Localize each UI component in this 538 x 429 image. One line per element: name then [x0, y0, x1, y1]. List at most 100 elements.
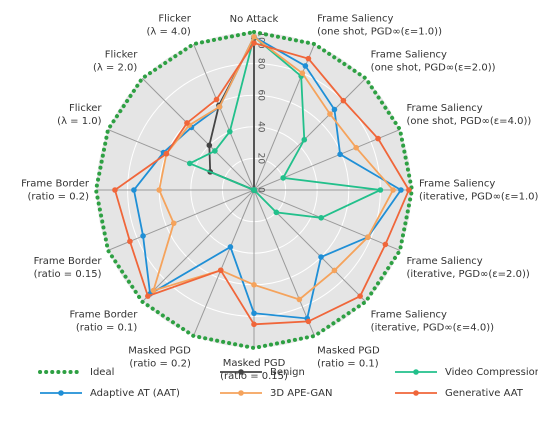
legend-label: Ideal [90, 367, 114, 378]
series-marker [318, 254, 324, 260]
category-label: (iterative, PGD∞(ε=1.0)) [419, 192, 538, 203]
series-marker [280, 175, 286, 181]
series-marker [251, 40, 257, 46]
spoke [193, 43, 255, 191]
series-marker [170, 220, 177, 227]
series-marker [163, 150, 170, 157]
series-marker [145, 293, 151, 299]
category-label: Frame Border [21, 179, 90, 190]
series-marker [382, 241, 389, 248]
category-label: (ratio = 0.15) [220, 371, 288, 382]
series-marker [251, 33, 257, 40]
series-marker [184, 120, 190, 126]
spoke [253, 189, 401, 251]
series-marker [340, 97, 347, 104]
series-marker [273, 209, 280, 216]
legend-label: Benign [270, 367, 305, 378]
category-label: Frame Border [34, 256, 103, 267]
series-marker [302, 63, 309, 69]
spoke [141, 189, 255, 303]
series-marker [251, 310, 257, 317]
category-label: (iterative, PGD∞(ε=2.0)) [406, 269, 529, 280]
series-marker [299, 70, 306, 77]
series-marker [398, 187, 404, 193]
series-marker [337, 151, 343, 158]
category-label: Flicker [105, 49, 138, 60]
series-line [93, 30, 415, 351]
r-tick-label: 80 [256, 58, 266, 70]
r-tick-label: 20 [256, 153, 266, 165]
category-label: Masked PGD [223, 358, 286, 369]
series-marker [406, 187, 412, 193]
r-tick-label: 60 [256, 89, 266, 101]
series-marker [331, 267, 338, 274]
series-marker [318, 215, 324, 221]
category-label: (ratio = 0.2) [129, 358, 191, 369]
legend-label: Generative AAT [445, 388, 524, 399]
legend-marker [413, 369, 419, 375]
series-marker [131, 187, 137, 193]
legend-marker [413, 390, 419, 396]
series-marker [296, 296, 303, 303]
series-marker [217, 267, 224, 274]
series-marker [251, 282, 257, 288]
series-marker [327, 111, 333, 117]
category-label: (ratio = 0.1) [76, 323, 138, 334]
category-label: Frame Border [69, 310, 138, 321]
category-label: Flicker [158, 14, 191, 25]
series-marker [213, 96, 220, 103]
series-marker [353, 144, 359, 151]
category-label: (ratio = 0.1) [317, 358, 379, 369]
series-marker [357, 293, 363, 299]
category-label: (λ = 1.0) [57, 116, 101, 127]
series-marker [365, 234, 371, 240]
series-marker [331, 106, 338, 113]
series-marker [206, 142, 213, 149]
spoke [253, 77, 367, 191]
series-marker [150, 287, 157, 294]
category-label: (one shot, PGD∞(ε=2.0)) [371, 62, 496, 73]
series-marker [156, 187, 162, 193]
series-marker [216, 103, 223, 110]
r-tick-label: 0 [256, 187, 266, 193]
spoke [193, 189, 255, 337]
category-label: Masked PGD [317, 345, 380, 356]
category-label: Frame Saliency [371, 49, 447, 60]
category-label: (one shot, PGD∞(ε=4.0)) [406, 116, 531, 127]
series-marker [305, 318, 312, 325]
legend-marker [238, 369, 244, 375]
series-marker [377, 187, 384, 193]
legend-label: Adaptive AT (AAT) [90, 388, 180, 399]
series-marker [251, 187, 257, 193]
series-marker [305, 55, 312, 62]
category-label: (λ = 4.0) [146, 27, 190, 38]
spoke [253, 189, 315, 337]
category-label: Frame Saliency [317, 14, 393, 25]
series-marker [212, 148, 218, 154]
series-marker [375, 135, 381, 142]
series-marker [227, 244, 234, 250]
r-tick-label: 40 [256, 121, 266, 133]
series-marker [127, 238, 133, 245]
category-label: (one shot, PGD∞(ε=1.0)) [317, 27, 442, 38]
category-label: Frame Saliency [371, 310, 447, 321]
category-label: No Attack [230, 14, 279, 25]
category-label: Frame Saliency [419, 179, 495, 190]
category-label: Masked PGD [128, 345, 191, 356]
series-marker [186, 160, 193, 167]
legend-marker [58, 390, 64, 396]
series-marker [112, 187, 118, 193]
series-marker [251, 321, 257, 328]
category-label: (iterative, PGD∞(ε=4.0)) [371, 323, 494, 334]
category-label: Frame Saliency [406, 256, 482, 267]
category-label: Frame Saliency [406, 103, 482, 114]
spoke [141, 77, 255, 191]
category-label: (ratio = 0.15) [34, 269, 102, 280]
category-label: (ratio = 0.2) [28, 192, 90, 203]
legend-marker [238, 390, 244, 396]
series-marker [227, 128, 233, 135]
category-label: Flicker [69, 103, 102, 114]
category-label: (λ = 2.0) [93, 62, 137, 73]
